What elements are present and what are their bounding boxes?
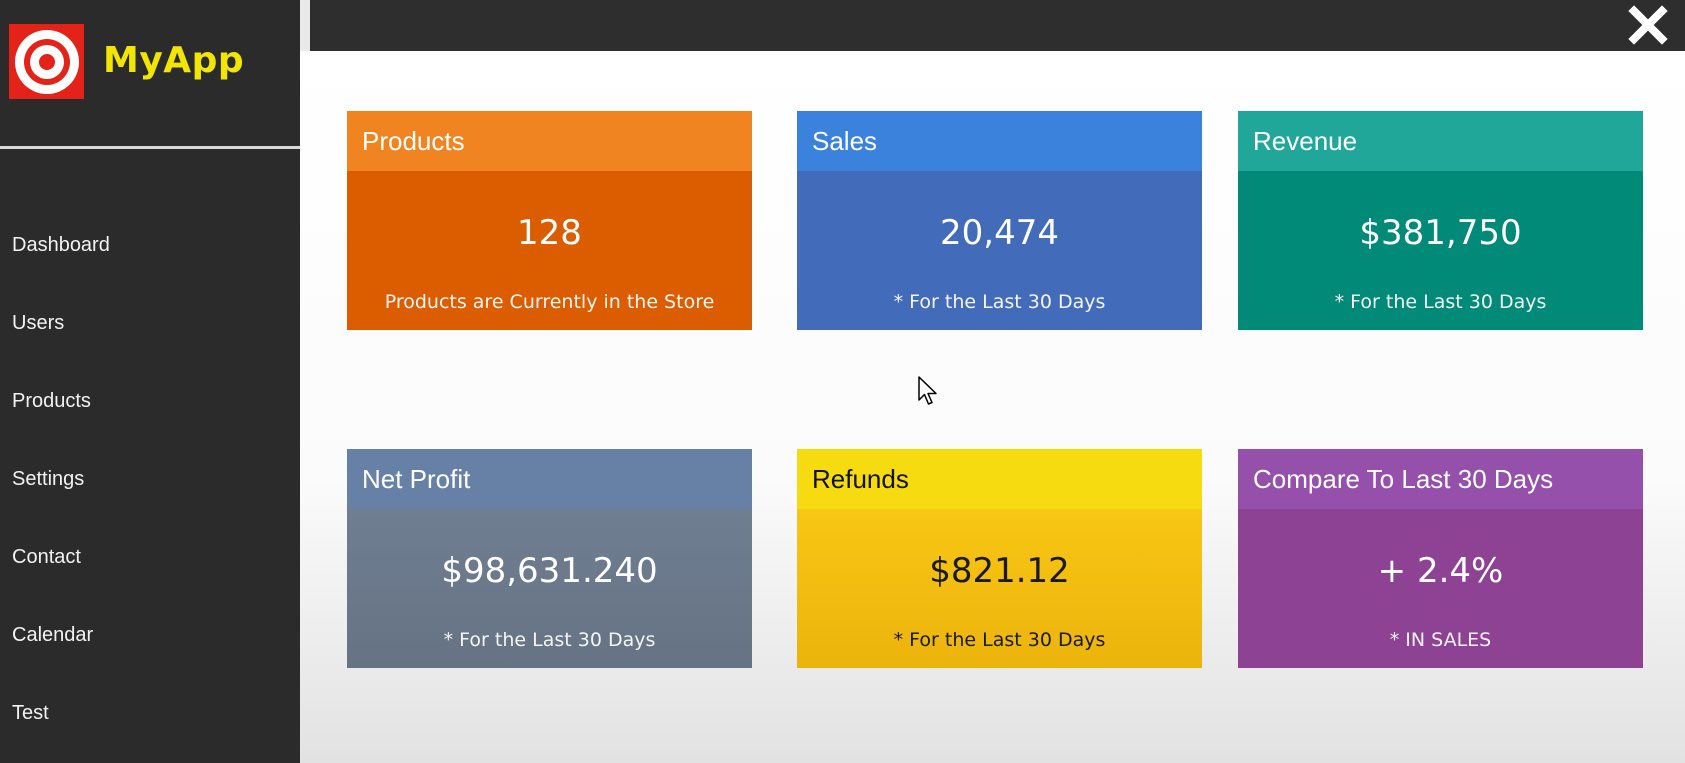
sidebar-item-contact[interactable]: Contact [12, 546, 81, 568]
card-refunds[interactable]: Refunds $821.12 * For the Last 30 Days [797, 449, 1202, 668]
card-body: 20,474 * For the Last 30 Days [797, 171, 1202, 330]
card-body: $821.12 * For the Last 30 Days [797, 509, 1202, 668]
mouse-cursor-icon [918, 376, 937, 405]
card-sales[interactable]: Sales 20,474 * For the Last 30 Days [797, 111, 1202, 330]
card-title: Refunds [797, 449, 1202, 509]
card-title: Compare To Last 30 Days [1238, 449, 1643, 509]
card-note: * For the Last 30 Days [893, 291, 1106, 313]
sidebar-item-settings[interactable]: Settings [12, 468, 85, 490]
card-value: 128 [517, 213, 582, 253]
card-body: + 2.4% * IN SALES [1238, 509, 1643, 668]
app-logo[interactable] [9, 24, 84, 99]
card-revenue[interactable]: Revenue $381,750 * For the Last 30 Days [1238, 111, 1643, 330]
card-value: 20,474 [940, 213, 1059, 253]
card-value: + 2.4% [1377, 551, 1504, 591]
close-icon [1628, 5, 1668, 45]
card-title: Revenue [1238, 111, 1643, 171]
card-title: Sales [797, 111, 1202, 171]
card-note: Products are Currently in the Store [384, 291, 715, 313]
card-title: Products [347, 111, 752, 171]
card-body: $381,750 * For the Last 30 Days [1238, 171, 1643, 330]
card-net-profit[interactable]: Net Profit $98,631.240 * For the Last 30… [347, 449, 752, 668]
card-value: $98,631.240 [441, 551, 658, 591]
sidebar-item-calendar[interactable]: Calendar [12, 624, 94, 646]
card-note: * For the Last 30 Days [443, 629, 656, 651]
close-button[interactable] [1627, 4, 1669, 46]
card-note: * For the Last 30 Days [893, 629, 1106, 651]
card-value: $381,750 [1359, 213, 1522, 253]
card-note: * IN SALES [1389, 629, 1492, 651]
card-title: Net Profit [347, 449, 752, 509]
brand-divider [0, 146, 300, 149]
card-body: 128 Products are Currently in the Store [347, 171, 752, 330]
sidebar-item-users[interactable]: Users [12, 312, 65, 334]
card-body: $98,631.240 * For the Last 30 Days [347, 509, 752, 668]
sidebar-item-test[interactable]: Test [12, 702, 49, 724]
card-compare[interactable]: Compare To Last 30 Days + 2.4% * IN SALE… [1238, 449, 1643, 668]
sidebar-item-products[interactable]: Products [12, 390, 91, 412]
app-name: MyApp [103, 40, 245, 81]
card-products[interactable]: Products 128 Products are Currently in t… [347, 111, 752, 330]
card-value: $821.12 [929, 551, 1070, 591]
top-bar [310, 0, 1685, 51]
sidebar-item-dashboard[interactable]: Dashboard [12, 234, 110, 256]
target-icon [14, 29, 79, 94]
brand: MyApp [0, 0, 300, 146]
sidebar: MyApp Dashboard Users Products Settings … [0, 0, 300, 763]
card-note: * For the Last 30 Days [1334, 291, 1547, 313]
